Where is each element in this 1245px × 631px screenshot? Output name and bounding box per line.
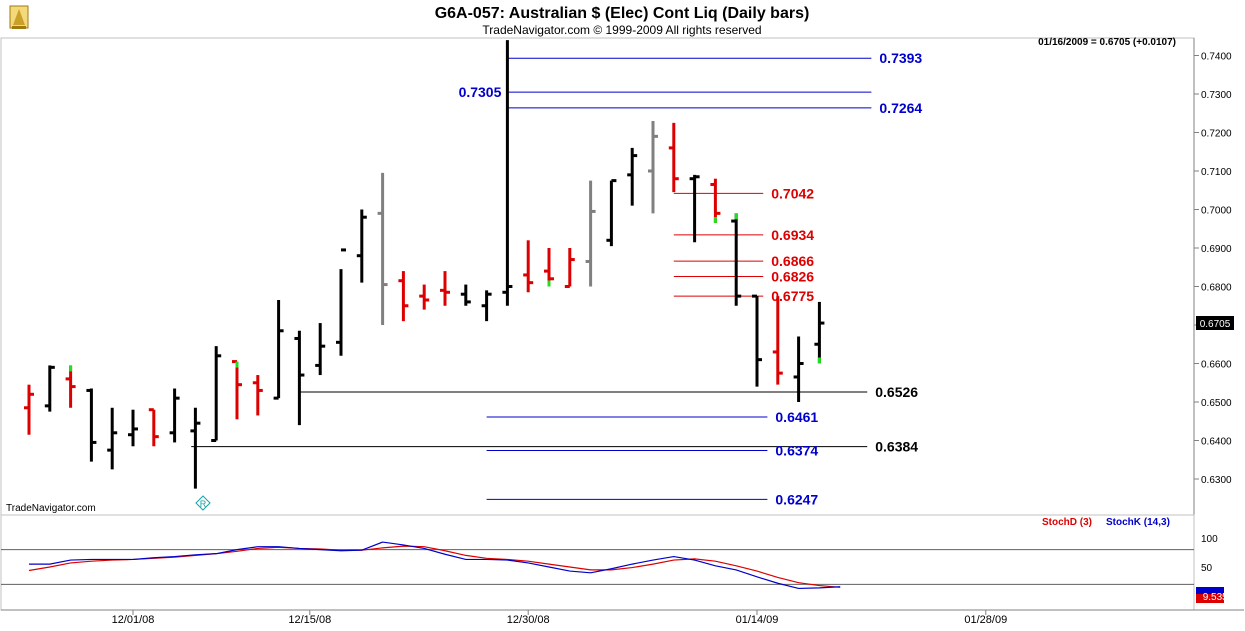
price-tick-label: 0.7100 bbox=[1201, 167, 1232, 178]
level-label: 0.6526 bbox=[875, 384, 918, 400]
level-label: 0.6826 bbox=[771, 268, 814, 284]
price-tick-label: 0.7400 bbox=[1201, 52, 1232, 63]
ohlc-bar bbox=[460, 284, 471, 306]
stoch-tick-label: 100 bbox=[1201, 534, 1218, 545]
level-label: 0.7042 bbox=[771, 185, 814, 201]
trophy-logo-icon bbox=[9, 5, 29, 29]
level-label: 0.6461 bbox=[775, 409, 818, 425]
ohlc-bar bbox=[731, 213, 742, 306]
price-bars bbox=[24, 40, 825, 489]
last-quote-readout: 01/16/2009 = 0.6705 (+0.0107) bbox=[1038, 37, 1176, 48]
ohlc-bar bbox=[440, 271, 450, 306]
ohlc-bar bbox=[356, 209, 367, 283]
price-tick-label: 0.7000 bbox=[1201, 206, 1232, 217]
stoch-last-label: 9.5351 bbox=[1203, 592, 1234, 603]
ohlc-bar bbox=[65, 365, 76, 408]
stoch-tick-label: 50 bbox=[1201, 563, 1213, 574]
ohlc-bar bbox=[294, 330, 305, 426]
ohlc-bar bbox=[419, 284, 430, 310]
date-tick-label: 01/28/09 bbox=[964, 614, 1007, 626]
ohlc-bar bbox=[377, 172, 388, 325]
ohlc-bar bbox=[668, 122, 679, 193]
ohlc-bar bbox=[315, 323, 326, 376]
chart-subtitle: TradeNavigator.com © 1999-2009 All right… bbox=[482, 23, 761, 37]
ohlc-bar bbox=[523, 240, 534, 293]
ohlc-bar bbox=[585, 180, 596, 287]
level-label: 0.6247 bbox=[775, 491, 818, 507]
ohlc-bar bbox=[627, 147, 638, 206]
last-price-box: 0.6705 bbox=[1196, 316, 1234, 330]
level-label: 0.6374 bbox=[775, 443, 818, 459]
ohlc-bar bbox=[24, 384, 34, 435]
price-tick-label: 0.6900 bbox=[1201, 244, 1232, 255]
ohlc-bar bbox=[814, 301, 825, 364]
date-axis: 12/01/08 12/15/08 12/30/08 01/14/09 01/28/09 bbox=[112, 610, 1007, 626]
ohlc-bar bbox=[107, 407, 118, 470]
ohlc-bar bbox=[211, 346, 222, 442]
price-tick-label: 0.6400 bbox=[1201, 437, 1232, 448]
ohlc-bar bbox=[273, 299, 284, 400]
date-tick-label: 12/15/08 bbox=[288, 614, 331, 626]
ohlc-bar bbox=[793, 336, 804, 402]
ohlc-bar bbox=[502, 40, 513, 306]
ohlc-bar bbox=[169, 388, 180, 443]
stoch-last-box: 9.5351 bbox=[1196, 587, 1234, 603]
stoch-k-legend: StochK (14,3) bbox=[1106, 517, 1170, 528]
level-label: 0.7305 bbox=[459, 84, 502, 100]
price-tick-label: 0.6300 bbox=[1201, 475, 1232, 486]
ohlc-bar bbox=[128, 409, 138, 447]
ohlc-bar bbox=[86, 388, 97, 462]
ohlc-bar bbox=[148, 408, 159, 447]
level-label: 0.6934 bbox=[771, 227, 814, 243]
ohlc-bar bbox=[544, 248, 554, 287]
date-tick-label: 01/14/09 bbox=[736, 614, 779, 626]
chart-title: G6A-057: Australian $ (Elec) Cont Liq (D… bbox=[435, 5, 810, 22]
price-levels: 0.7393 0.7305 0.7264 0.7042 0.6934 0.68660.68… bbox=[191, 50, 922, 507]
ohlc-bar bbox=[648, 120, 658, 214]
r-marker: R bbox=[195, 495, 211, 511]
ohlc-bar bbox=[689, 174, 700, 243]
date-tick-label: 12/01/08 bbox=[112, 614, 155, 626]
ohlc-bar bbox=[252, 375, 263, 416]
level-label: 0.7393 bbox=[879, 50, 922, 66]
ohlc-bar bbox=[564, 248, 575, 288]
price-tick-label: 0.7300 bbox=[1201, 90, 1232, 101]
stochastic-lines bbox=[28, 541, 841, 590]
ohlc-bar bbox=[232, 360, 242, 420]
price-tick-label: 0.6600 bbox=[1201, 360, 1232, 371]
last-price-label: 0.6705 bbox=[1200, 319, 1231, 330]
ohlc-bar bbox=[752, 294, 762, 387]
ohlc-bar bbox=[44, 365, 55, 412]
ohlc-bar bbox=[710, 178, 721, 223]
date-tick-label: 12/30/08 bbox=[507, 614, 550, 626]
price-tick-label: 0.6500 bbox=[1201, 398, 1232, 409]
level-label: 0.6775 bbox=[771, 288, 814, 304]
level-label: 0.6384 bbox=[875, 439, 918, 455]
ohlc-bar bbox=[606, 179, 617, 247]
level-label: 0.7264 bbox=[879, 100, 922, 116]
ohlc-bar bbox=[398, 271, 409, 322]
r-marker-label: R bbox=[200, 499, 207, 509]
stoch-k-line bbox=[29, 541, 841, 590]
stoch-d-legend: StochD (3) bbox=[1042, 517, 1092, 528]
ohlc-bar bbox=[190, 407, 201, 489]
level-label: 0.6866 bbox=[771, 253, 814, 269]
watermark-text: TradeNavigator.com bbox=[6, 503, 96, 514]
ohlc-bar bbox=[772, 296, 783, 385]
ohlc-bar bbox=[481, 290, 492, 322]
ohlc-bar bbox=[336, 248, 346, 356]
price-tick-label: 0.6800 bbox=[1201, 283, 1232, 294]
price-tick-label: 0.7200 bbox=[1201, 129, 1232, 140]
